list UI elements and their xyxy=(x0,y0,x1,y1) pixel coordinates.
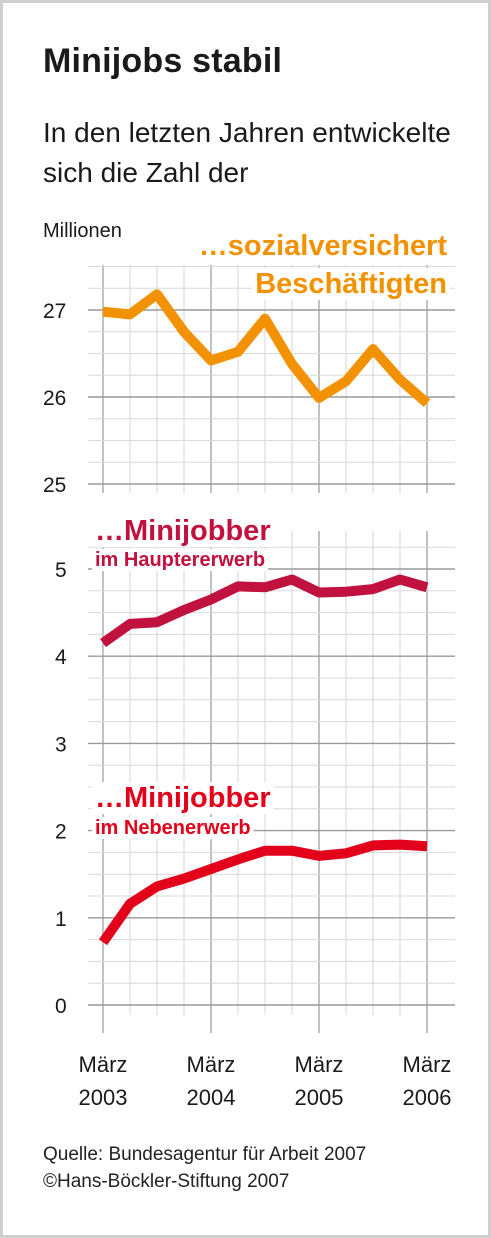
series-label-nebenerwerb-line2-bg xyxy=(92,817,254,839)
y-tick-label: 1 xyxy=(55,908,67,931)
copyright-note: ©Hans-Böckler-Stiftung 2007 xyxy=(43,1171,290,1192)
y-unit-label: Millionen xyxy=(43,220,122,242)
series-label-haupterwerb-line1-bg xyxy=(92,515,274,547)
series-label-nebenerwerb-line1-bg xyxy=(92,782,274,814)
footer: Quelle: Bundesagentur für Arbeit 2007 ©H… xyxy=(43,1141,366,1195)
x-tick-month: März xyxy=(79,1052,128,1077)
x-tick-year: 2003 xyxy=(79,1085,128,1110)
series-line-minijob-nebenerwerb xyxy=(98,839,428,946)
series-label-nebenerwerb-line1: …Minijobber xyxy=(95,782,271,814)
series-label-beschaeftigte-line2: Beschäftigten xyxy=(255,268,447,300)
series-label-beschaeftigte-line1: …sozialversichert xyxy=(199,230,448,262)
series-label-haupterwerb-line2-bg xyxy=(92,549,269,571)
y-tick-label: 4 xyxy=(55,646,67,669)
chart-subtitle: In den letzten Jahren entwickelte sich d… xyxy=(43,117,451,188)
series-layer xyxy=(98,289,431,946)
series-line-beschaeftigte xyxy=(102,289,431,407)
axis-layer: Millionen 27 26 25 5 4 3 2 1 0 März 2003 März 2004 Mär… xyxy=(43,220,451,1110)
chart-title: Minijobs stabil xyxy=(43,42,283,80)
series-label-haupterwerb-line2: im Hauptererwerb xyxy=(95,549,265,571)
x-tick-month: März xyxy=(403,1052,452,1077)
series-line-minijob-haupterwerb xyxy=(100,574,429,648)
x-tick-month: März xyxy=(295,1052,344,1077)
series-label-beschaeftigte-line1-bg xyxy=(195,230,451,262)
y-tick-label: 26 xyxy=(43,387,66,410)
grid-layer xyxy=(88,265,455,1033)
x-tick-year: 2006 xyxy=(403,1085,452,1110)
y-tick-label: 2 xyxy=(55,821,67,844)
series-label-nebenerwerb-line2: im Nebenerwerb xyxy=(95,817,251,839)
y-tick-label: 3 xyxy=(55,733,67,756)
y-tick-label: 25 xyxy=(43,474,66,497)
series-label-haupterwerb-line1: …Minijobber xyxy=(95,515,271,547)
x-tick-year: 2004 xyxy=(187,1085,236,1110)
source-note: Quelle: Bundesagentur für Arbeit 2007 xyxy=(43,1144,367,1165)
line-chart: Millionen 27 26 25 5 4 3 2 1 0 März 2003 März 2004 Mär… xyxy=(43,220,455,1110)
y-tick-label: 5 xyxy=(55,559,67,582)
label-layer: …sozialversichert Beschäftigten …Minijobbe… xyxy=(92,230,451,839)
x-tick-month: März xyxy=(187,1052,236,1077)
y-tick-label: 27 xyxy=(43,300,66,323)
y-tick-label: 0 xyxy=(55,995,67,1018)
series-label-beschaeftigte-line2-bg xyxy=(252,268,450,300)
x-tick-year: 2005 xyxy=(295,1085,344,1110)
